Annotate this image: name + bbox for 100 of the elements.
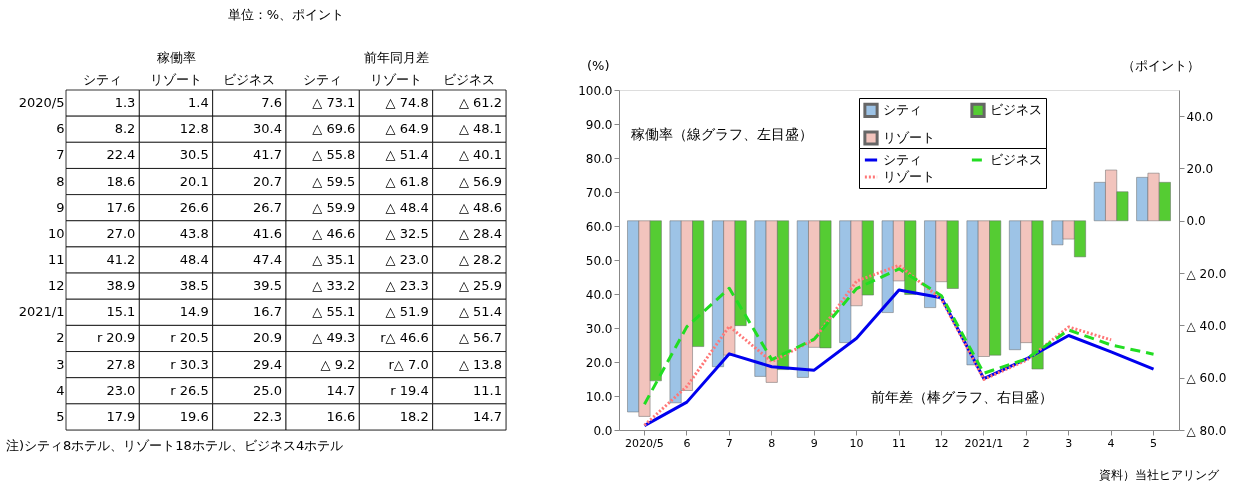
text: 8.2 xyxy=(114,121,136,137)
text: △ 28.4 xyxy=(458,225,502,241)
text: △ 49.3 xyxy=(312,330,356,346)
y-tick-label: 0.0 xyxy=(593,423,613,438)
y2-tick-label: 0.0 xyxy=(1186,214,1206,229)
text: 1.4 xyxy=(187,95,209,111)
legend-label: シティ xyxy=(883,152,922,167)
text: △ 59.9 xyxy=(312,199,356,215)
text: 注)シティ8ホテル、リゾート18ホテル、ビジネス4ホテル xyxy=(6,438,344,453)
text: 26.7 xyxy=(253,199,282,215)
text: r△ 46.6 xyxy=(380,330,429,346)
text: 17.6 xyxy=(106,199,136,215)
text: △ 55.8 xyxy=(312,147,356,163)
text: △ 23.0 xyxy=(385,252,429,267)
text: 14.7 xyxy=(473,408,502,424)
text: △ 9.2 xyxy=(320,356,356,372)
text: 27.0 xyxy=(106,225,136,241)
text: △ 23.3 xyxy=(385,278,429,294)
text: 20.7 xyxy=(253,173,282,189)
y-tick-label: 70.0 xyxy=(585,185,613,200)
y-tick-label: 60.0 xyxy=(585,219,613,234)
x-tick-label: シティ xyxy=(303,71,343,87)
text: △ 56.9 xyxy=(458,173,502,189)
y-tick-label: 30.0 xyxy=(585,321,613,336)
line-series xyxy=(642,267,1156,406)
text: r 19.4 xyxy=(390,382,429,398)
text: 30.4 xyxy=(253,121,282,137)
text: △ 73.1 xyxy=(312,95,356,111)
y-tick-label: 6 xyxy=(56,121,65,137)
x-tick-label: 3 xyxy=(1065,436,1073,450)
legend-label: リゾート xyxy=(883,130,935,145)
text: 18.6 xyxy=(106,173,136,189)
legend-label: シティ xyxy=(883,102,922,118)
text: 38.9 xyxy=(106,278,136,294)
y-tick-label: 80.0 xyxy=(585,151,613,166)
text: 稼働率 xyxy=(156,50,196,65)
text: △ 46.6 xyxy=(312,225,356,241)
x-tick-label: 6 xyxy=(683,436,691,450)
y-tick-label: 50.0 xyxy=(585,253,613,268)
y-tick-label: 90.0 xyxy=(585,117,613,132)
text: 41.6 xyxy=(253,225,282,241)
y2-tick-label: △ 20.0 xyxy=(1186,266,1227,281)
x-tick-label: 5 xyxy=(1150,436,1158,450)
legend-label: ビジネス xyxy=(990,152,1042,167)
y-tick-label: 4 xyxy=(56,382,65,398)
x-tick-label: 2021/1 xyxy=(964,436,1004,450)
text: 30.5 xyxy=(179,147,209,163)
y-tick-label: 2 xyxy=(56,330,65,346)
text: △ 69.6 xyxy=(312,121,356,137)
text: △ 59.5 xyxy=(312,173,356,189)
text: 38.5 xyxy=(179,278,209,294)
x-tick-label: リゾート xyxy=(370,71,422,87)
y2-tick-label: 20.0 xyxy=(1186,161,1214,176)
text: 41.7 xyxy=(253,147,282,163)
text: r 30.3 xyxy=(170,356,209,372)
y-tick-label: 12 xyxy=(47,278,65,294)
text: 20.9 xyxy=(253,330,282,346)
y-tick-label: 20.0 xyxy=(585,355,613,370)
text: △ 61.8 xyxy=(385,173,429,189)
text: △ 40.1 xyxy=(458,147,502,163)
y2-tick-label: △ 40.0 xyxy=(1186,318,1227,333)
text: 15.1 xyxy=(106,304,136,320)
y-tick-label: 10 xyxy=(47,225,65,241)
text: △ 64.9 xyxy=(385,121,429,137)
text: 12.8 xyxy=(179,121,209,137)
y-tick-label: 11 xyxy=(47,252,65,267)
text: 1.3 xyxy=(114,95,136,111)
text: 22.3 xyxy=(253,408,282,424)
y-tick-label: 40.0 xyxy=(585,287,613,302)
x-tick-label: 7 xyxy=(725,436,733,450)
text: △ 25.9 xyxy=(458,278,502,294)
text: 43.8 xyxy=(179,225,209,241)
x-tick-label: 10 xyxy=(849,436,864,450)
line-series xyxy=(642,263,1113,427)
text: 資料）当社ヒアリング xyxy=(1099,468,1220,482)
x-tick-label: 2 xyxy=(1022,436,1030,450)
y-tick-label: 100.0 xyxy=(578,83,613,98)
y-tick-label: 2021/1 xyxy=(18,304,65,320)
text: 29.4 xyxy=(253,356,282,372)
legend-label: リゾート xyxy=(883,169,935,184)
text: △ 48.6 xyxy=(458,199,502,215)
y-tick-label: 8 xyxy=(56,173,65,189)
text: 前年同月差 xyxy=(363,50,429,65)
x-tick-label: 9 xyxy=(810,436,818,450)
text: 16.7 xyxy=(253,304,282,320)
text: △ 51.4 xyxy=(385,147,429,163)
chart-title: 単位：%、ポイント xyxy=(227,7,345,22)
text: △ 32.5 xyxy=(385,225,429,241)
text: △ 74.8 xyxy=(385,95,429,111)
legend-label: ビジネス xyxy=(990,102,1042,118)
y2-axis-title: （ポイント） xyxy=(1121,57,1200,73)
text: 19.6 xyxy=(179,408,209,424)
x-tick-label: ビジネス xyxy=(223,71,276,87)
text: 22.4 xyxy=(106,147,136,163)
x-tick-label: リゾート xyxy=(150,71,202,87)
y-tick-label: 7 xyxy=(56,147,65,163)
x-tick-label: 11 xyxy=(892,436,906,450)
y2-tick-label: 40.0 xyxy=(1186,109,1214,124)
text: 26.6 xyxy=(179,199,209,215)
text: 14.9 xyxy=(179,304,209,320)
